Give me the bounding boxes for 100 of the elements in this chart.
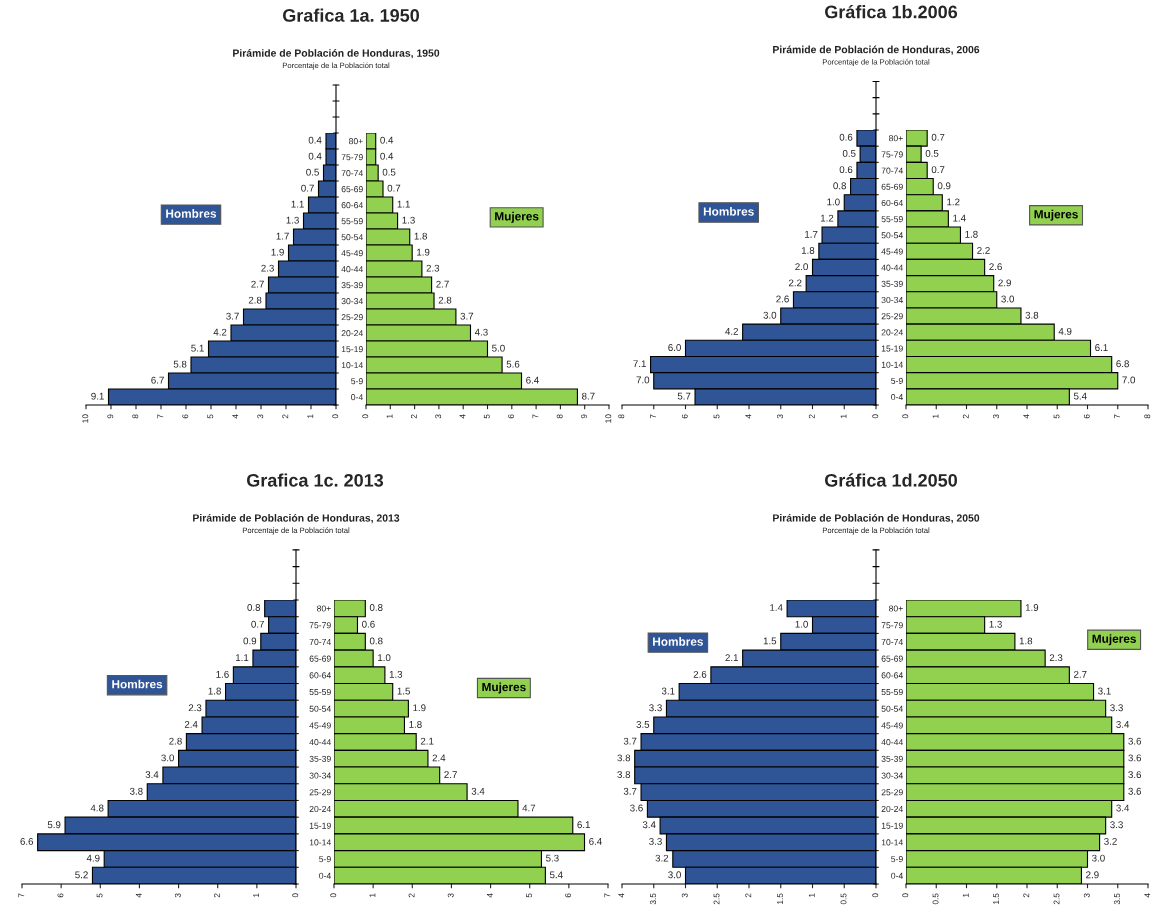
data-label: 0.5 bbox=[925, 149, 939, 157]
data-label: 3.1 bbox=[1098, 687, 1111, 695]
chart-title: Pirámide de Población de Honduras, 2013 bbox=[193, 513, 400, 524]
data-label: 5.9 bbox=[47, 821, 61, 829]
y-tick-label: 10-14 bbox=[881, 839, 903, 846]
data-label: 4.2 bbox=[213, 328, 227, 336]
y-tick-label: 5-9 bbox=[319, 856, 331, 863]
data-label: 3.2 bbox=[1104, 837, 1117, 845]
x-tick-label: 7 bbox=[532, 414, 539, 419]
data-label: 5.2 bbox=[75, 871, 88, 879]
x-tick-label: 5 bbox=[526, 893, 532, 898]
data-label: 1.7 bbox=[276, 232, 289, 240]
x-tick-label: 0 bbox=[902, 414, 909, 419]
x-tick-label: 0.5 bbox=[840, 893, 847, 905]
y-tick-label: 80+ bbox=[888, 135, 903, 142]
data-label: 3.0 bbox=[763, 311, 777, 319]
y-tick-label: 15-19 bbox=[309, 822, 331, 829]
data-label: 4.9 bbox=[1058, 327, 1072, 335]
data-label: 4.2 bbox=[725, 327, 738, 335]
data-label: 0.9 bbox=[937, 182, 951, 190]
y-tick-label: 40-44 bbox=[309, 739, 331, 746]
x-tick-label: 8 bbox=[1144, 414, 1151, 419]
y-tick-label: 10-14 bbox=[341, 362, 363, 369]
data-label: 6.7 bbox=[151, 376, 164, 384]
y-tick-label: 60-64 bbox=[309, 672, 331, 679]
data-label: 1.1 bbox=[291, 200, 304, 208]
y-tick-label: 80+ bbox=[348, 138, 363, 145]
data-label: 2.8 bbox=[248, 296, 262, 304]
data-label: 3.6 bbox=[630, 804, 643, 812]
data-label: 3.6 bbox=[1128, 754, 1142, 762]
data-label: 2.1 bbox=[420, 737, 434, 745]
y-tick-label: 75-79 bbox=[309, 622, 331, 629]
data-label: 2.4 bbox=[432, 754, 446, 762]
data-label: 1.8 bbox=[409, 721, 422, 728]
x-tick-label: 0 bbox=[330, 893, 337, 898]
data-label: 1.8 bbox=[414, 232, 427, 240]
x-tick-label: 3 bbox=[447, 893, 454, 898]
x-tick-label: 3 bbox=[777, 414, 783, 419]
data-label: 2.7 bbox=[436, 280, 449, 288]
data-label: 1.4 bbox=[770, 604, 783, 611]
y-tick-label: 20-24 bbox=[341, 330, 363, 337]
x-tick-label: 1.5 bbox=[777, 893, 783, 904]
y-tick-label: 80+ bbox=[888, 605, 903, 612]
x-tick-label: 5 bbox=[483, 414, 490, 419]
data-label: 4.7 bbox=[522, 804, 536, 812]
text: Mujeres bbox=[1034, 209, 1078, 221]
chart-title: Pirámide de Población de Honduras, 2006 bbox=[773, 45, 980, 55]
y-tick-label: 35-39 bbox=[881, 755, 903, 762]
data-label: 0.7 bbox=[301, 184, 314, 192]
x-tick-label: 6 bbox=[565, 893, 572, 898]
data-label: 3.5 bbox=[636, 721, 650, 728]
x-tick-label: 3.5 bbox=[650, 893, 656, 905]
y-tick-label: 20-24 bbox=[881, 805, 903, 813]
y-tick-label: 5-9 bbox=[891, 377, 903, 384]
y-tick-label: 40-44 bbox=[881, 264, 903, 271]
data-label: 1.2 bbox=[820, 214, 834, 222]
data-label: 6.1 bbox=[577, 821, 590, 829]
x-tick-label: 2 bbox=[214, 893, 220, 898]
x-tick-label: 3 bbox=[1083, 893, 1090, 898]
data-label: 1.2 bbox=[947, 198, 960, 206]
x-tick-label: 1 bbox=[369, 893, 376, 898]
data-label: 2.1 bbox=[725, 654, 739, 661]
text: Hombres bbox=[703, 207, 754, 216]
y-tick-label: 50-54 bbox=[881, 705, 903, 712]
data-label: 3.3 bbox=[1110, 821, 1123, 829]
y-tick-label: 70-74 bbox=[881, 638, 903, 645]
data-label: 4.9 bbox=[86, 854, 100, 862]
data-label: 3.3 bbox=[1110, 704, 1123, 712]
y-tick-label: 80+ bbox=[316, 605, 331, 612]
y-tick-label: 30-34 bbox=[881, 296, 903, 304]
text: Gráfica 1b.2006 bbox=[825, 4, 958, 19]
y-tick-label: 30-34 bbox=[881, 772, 903, 779]
data-label: 3.4 bbox=[642, 821, 656, 829]
x-tick-label: 0 bbox=[332, 414, 339, 419]
y-tick-label: 70-74 bbox=[341, 170, 363, 177]
data-label: 3.6 bbox=[1128, 737, 1142, 745]
data-label: 5.8 bbox=[173, 360, 187, 368]
data-label: 2.9 bbox=[1086, 871, 1099, 879]
x-tick-label: 2 bbox=[745, 893, 752, 898]
x-tick-label: 0 bbox=[872, 893, 879, 898]
data-label: 1.0 bbox=[378, 654, 391, 662]
data-label: 3.7 bbox=[623, 787, 637, 795]
data-label: 0.4 bbox=[308, 136, 322, 144]
y-tick-label: 15-19 bbox=[881, 822, 903, 829]
data-label: 3.0 bbox=[668, 871, 681, 879]
data-label: 4.3 bbox=[474, 328, 488, 336]
data-label: 6.0 bbox=[668, 344, 681, 351]
x-tick-label: 6 bbox=[1083, 414, 1090, 419]
x-tick-label: 4 bbox=[459, 414, 466, 419]
data-label: 2.4 bbox=[184, 721, 198, 728]
data-label: 1.7 bbox=[805, 230, 818, 238]
data-label: 1.9 bbox=[413, 704, 426, 712]
data-label: 3.1 bbox=[661, 687, 675, 695]
data-label: 9.1 bbox=[91, 392, 104, 400]
data-label: 1.1 bbox=[236, 654, 249, 661]
x-tick-label: 3 bbox=[993, 414, 999, 419]
x-tick-label: 10 bbox=[605, 414, 612, 423]
y-tick-label: 60-64 bbox=[881, 672, 903, 679]
y-tick-label: 55-59 bbox=[881, 688, 903, 696]
data-label: 0.5 bbox=[306, 168, 319, 176]
